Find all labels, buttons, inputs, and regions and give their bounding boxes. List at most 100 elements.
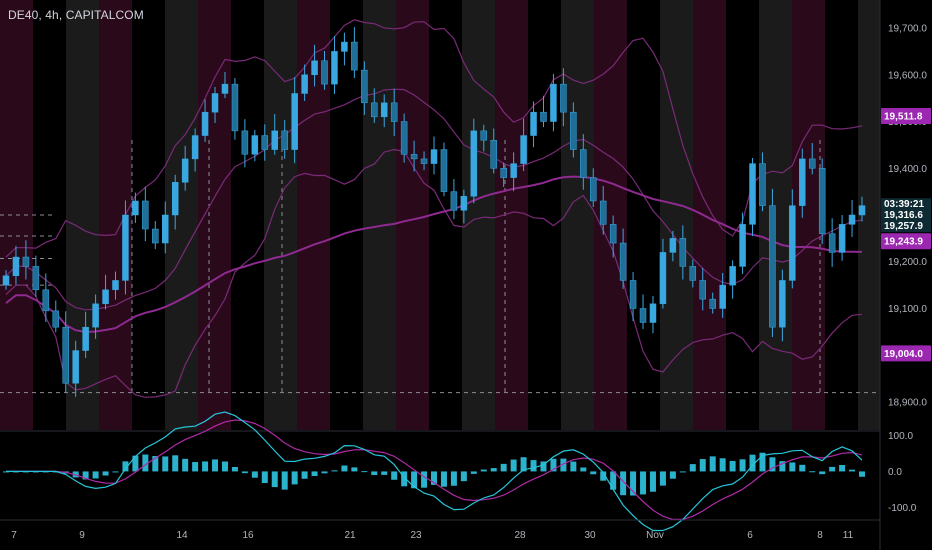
candle-body [152,228,159,244]
price-axis-bg [880,0,932,550]
candle-body [500,168,507,178]
candle-body [639,308,647,323]
time-tick-label: 21 [344,530,356,541]
symbol-title[interactable]: DE40, 4h, CAPITALCOM [8,8,144,22]
histogram-bar [510,459,517,472]
histogram-bar [659,471,666,486]
histogram-bar [162,456,169,472]
candle-body [52,310,60,328]
candle-body [460,196,468,211]
candle-body [191,135,199,160]
candle-body [281,130,288,150]
bb-mid-badge-bg [881,233,931,250]
histogram-bar [421,471,428,488]
histogram-bar [331,470,338,472]
histogram-bar [301,471,308,479]
bb-mid-badge: 19,243.9 [884,237,923,248]
histogram-bar [480,469,487,472]
histogram-bar [172,455,179,472]
macd-oscillator [3,411,865,532]
candle-body [430,149,438,164]
price-tick-label: 19,700.0 [888,24,927,35]
candle-body [301,74,308,94]
last-price-bottom: 19,257.9 [884,221,923,232]
histogram-bar [102,471,109,476]
candle-body [251,135,259,155]
bollinger-bands [5,19,863,398]
candlesticks [2,27,866,397]
histogram-bar [112,471,119,473]
histogram-bar [689,464,696,472]
time-tick-label: 7 [11,530,17,541]
candle-body [719,284,726,309]
time-tick-label: 23 [410,530,422,541]
histogram-bar [809,471,816,473]
session-band [264,0,297,430]
price-tick-label: 18,900.0 [888,397,927,408]
price-tick-label: 19,400.0 [888,164,927,175]
candle-body [420,158,428,164]
candle-body [649,303,657,323]
histogram-bar [152,456,159,472]
histogram-bar [819,471,826,475]
candle-body [599,200,607,225]
histogram-bar [361,471,368,473]
candle-body [261,135,269,150]
session-band [627,0,660,430]
histogram-bar [640,471,647,495]
bb-upper-badge: 19,511.8 [884,112,923,123]
histogram-bar [739,459,746,472]
histogram-bar [231,466,238,472]
candle-body [132,200,139,216]
histogram-bar [212,459,219,472]
time-tick-label: 14 [176,530,188,541]
bb-middle [5,88,863,311]
candle-body [291,93,298,150]
histogram-bar [799,464,806,472]
session-band [231,0,264,430]
candle-body [341,41,348,52]
ma-line [5,175,863,334]
last-price-top: 19,316.6 [884,210,923,221]
candle-body [361,69,368,104]
signal-line [6,419,863,520]
bb-lower-badge: 19,004.0 [884,349,923,360]
time-tick-label: 16 [242,530,254,541]
histogram-bar [669,471,676,479]
candle-body [211,93,219,113]
histogram-bar [470,471,477,474]
histogram-bar [570,461,577,472]
session-band [396,0,429,430]
histogram-bar [341,465,348,472]
histogram-bar [709,456,716,472]
candle-body [201,111,209,136]
candle-body [12,256,20,277]
osc-tick-label: 100.0 [888,431,913,442]
candle-body [799,158,806,206]
histogram-bar [82,471,89,480]
osc-tick-label: -100.0 [888,503,917,514]
histogram-bar [560,458,567,472]
histogram-bar [530,460,537,472]
bb-lower-badge-bg [881,345,931,362]
time-axis[interactable]: 7 9 14 16 21 23 28 30 Nov 6 8 11 [11,530,853,541]
candle-body [689,266,697,281]
candle-body [380,102,388,118]
oscillator-axis[interactable]: 100.0 0.0 -100.0 [888,431,917,514]
candle-body [241,130,249,155]
session-band [66,0,99,430]
histogram-bar [460,471,467,482]
candle-body [22,256,30,267]
histogram-bar [311,471,318,477]
candle-body [739,224,746,267]
histogram-bar [371,471,378,476]
candle-body [699,280,706,300]
time-tick-label: 8 [817,530,823,541]
candle-body [351,41,358,71]
bb-upper-badge-bg [881,108,931,125]
histogram-bar [769,457,776,472]
time-tick-label: 9 [79,530,85,541]
candle-body [271,130,278,150]
candle-body [570,111,577,150]
